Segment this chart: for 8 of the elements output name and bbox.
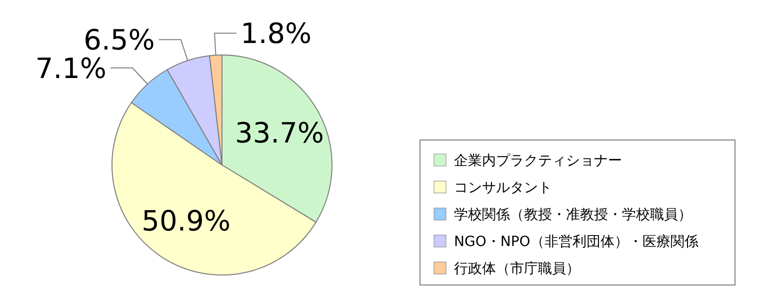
legend-label: コンサルタント	[454, 180, 552, 196]
legend-label: 行政体（市庁職員）	[454, 261, 580, 277]
legend-label: NGO・NPO（非営利団体）・医療関係	[454, 234, 698, 250]
data-label: 1.8%	[240, 17, 312, 50]
data-label: 50.9%	[142, 204, 231, 238]
legend-label: 学校関係（教授・准教授・学校職員）	[454, 207, 692, 223]
legend-label: 企業内プラクティショナー	[454, 153, 622, 169]
data-label: 33.7%	[235, 116, 324, 150]
